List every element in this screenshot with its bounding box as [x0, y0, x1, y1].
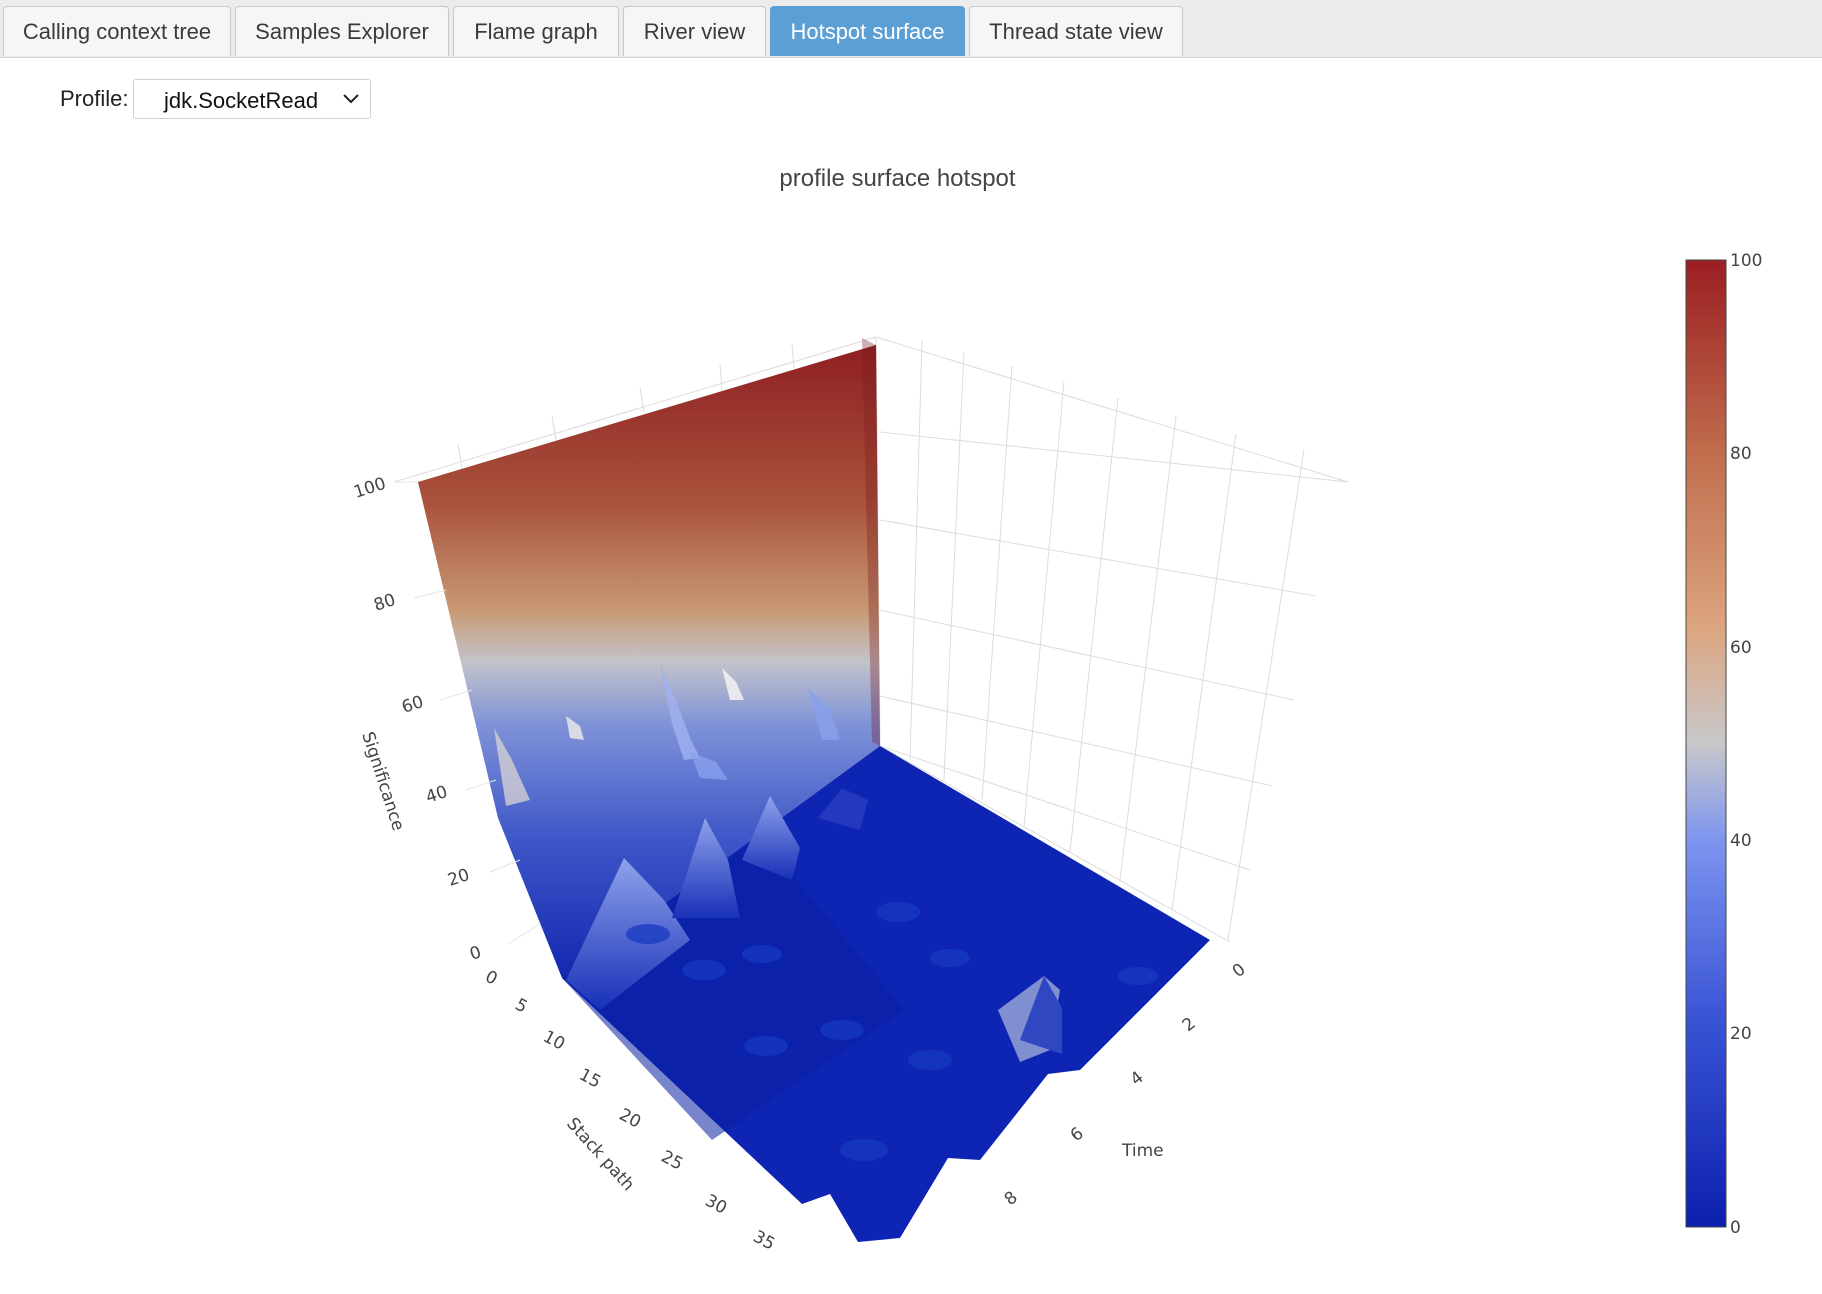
tab-flame-graph[interactable]: Flame graph	[453, 6, 619, 56]
svg-text:6: 6	[1067, 1124, 1088, 1146]
tab-samples-explorer[interactable]: Samples Explorer	[235, 6, 449, 56]
tab-river-view[interactable]: River view	[623, 6, 766, 56]
time-axis-label: Time	[1121, 1141, 1164, 1161]
svg-text:0: 0	[467, 942, 483, 964]
svg-text:10: 10	[540, 1027, 568, 1055]
svg-text:35: 35	[750, 1227, 778, 1255]
profile-select-value: jdk.SocketRead	[164, 88, 319, 113]
svg-text:100: 100	[351, 474, 388, 503]
svg-text:20: 20	[616, 1105, 644, 1133]
surface-floor-bumps	[626, 902, 1158, 1161]
tab-thread-state-view[interactable]: Thread state view	[969, 6, 1183, 56]
significance-axis-label: Significance	[357, 729, 408, 833]
colorbar	[1685, 259, 1727, 1228]
svg-text:20: 20	[1730, 1024, 1752, 1044]
svg-text:20: 20	[445, 865, 472, 891]
surface-wall-edge	[862, 338, 880, 746]
svg-text:25: 25	[658, 1147, 686, 1175]
svg-text:60: 60	[1730, 638, 1752, 658]
svg-text:8: 8	[1001, 1188, 1022, 1210]
svg-text:0: 0	[482, 967, 501, 990]
svg-text:30: 30	[702, 1191, 730, 1219]
svg-text:0: 0	[1730, 1218, 1741, 1238]
tab-bar: Calling context tree Samples Explorer Fl…	[0, 0, 1822, 58]
grid-lines	[393, 336, 1349, 943]
svg-text:2: 2	[1179, 1014, 1200, 1036]
colorbar-ticks: 100 80 60 40 20 0	[1730, 251, 1762, 1238]
surface-floor-shade	[562, 836, 905, 1140]
significance-axis-lines	[394, 481, 541, 945]
svg-text:80: 80	[1730, 444, 1752, 464]
svg-text:15: 15	[576, 1065, 604, 1093]
svg-text:4: 4	[1127, 1068, 1148, 1090]
svg-text:40: 40	[1730, 831, 1752, 851]
svg-text:0: 0	[1229, 960, 1250, 982]
svg-text:60: 60	[399, 692, 426, 718]
tab-hotspot-surface[interactable]: Hotspot surface	[770, 6, 965, 56]
profile-label: Profile:	[60, 86, 129, 111]
tab-calling-context-tree[interactable]: Calling context tree	[3, 6, 231, 56]
chart-title: profile surface hotspot	[779, 165, 1016, 192]
svg-text:40: 40	[423, 782, 450, 808]
svg-text:80: 80	[371, 590, 398, 616]
svg-text:100: 100	[1730, 251, 1762, 271]
svg-text:5: 5	[512, 995, 531, 1018]
chevron-down-icon	[343, 94, 359, 104]
profile-select[interactable]: jdk.SocketRead	[133, 79, 371, 119]
